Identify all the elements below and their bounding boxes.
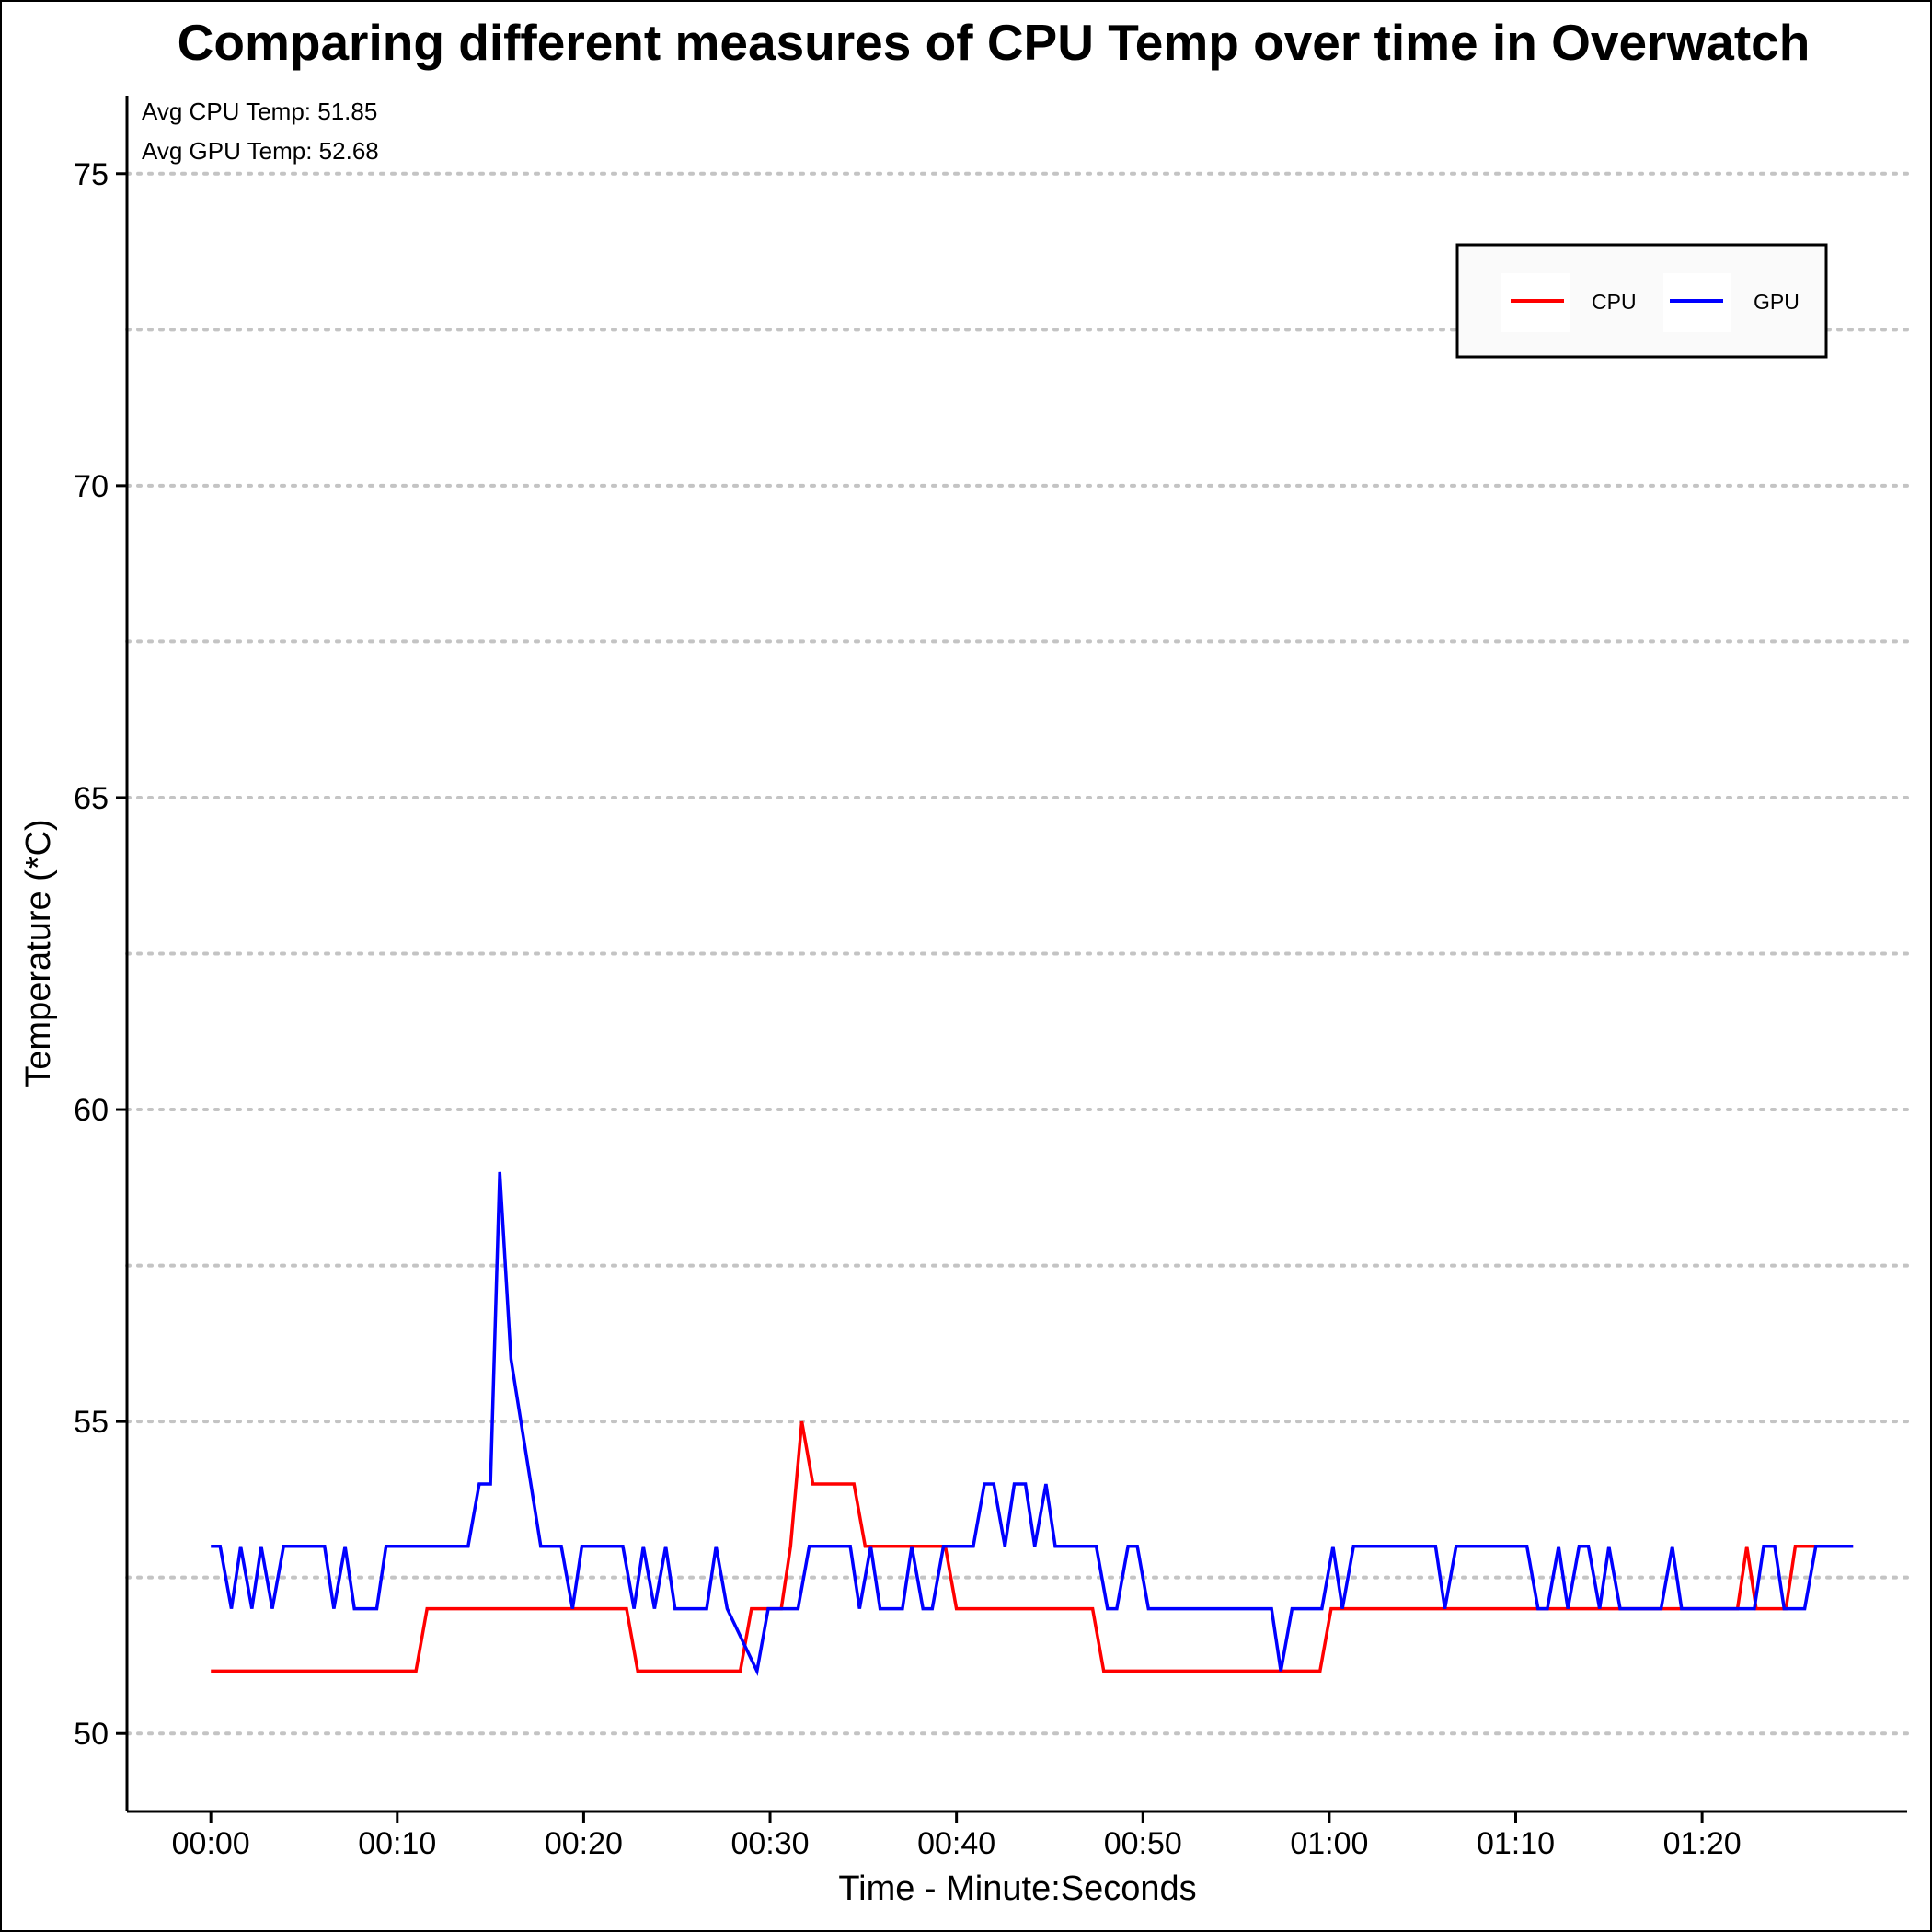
y-tick-label: 70 [74, 469, 109, 504]
x-tick-label: 00:00 [172, 1826, 250, 1861]
chart-title: Comparing different measures of CPU Temp… [178, 14, 1811, 71]
y-tick-label: 75 [74, 157, 109, 192]
y-tick-label: 65 [74, 781, 109, 816]
y-tick-label: 55 [74, 1405, 109, 1440]
series-line-gpu [211, 1171, 1854, 1677]
series-line-cpu [211, 1420, 1854, 1673]
series-lines [211, 1171, 1854, 1677]
y-gridlines [125, 171, 1909, 1736]
x-tick-label: 00:10 [358, 1826, 436, 1861]
avg-gpu-annotation: Avg GPU Temp: 52.68 [142, 137, 379, 165]
x-tick-label: 00:40 [917, 1826, 995, 1861]
avg-cpu-annotation: Avg CPU Temp: 51.85 [142, 98, 377, 125]
y-tick-label: 50 [74, 1717, 109, 1752]
y-axis-label: Temperature (*C) [19, 819, 58, 1087]
y-tick-label: 60 [74, 1093, 109, 1128]
legend: CPU GPU [1455, 243, 1828, 359]
x-axis-label: Time - Minute:Seconds [838, 1869, 1196, 1908]
legend-label-gpu: GPU [1754, 290, 1800, 314]
x-tick-label: 00:30 [730, 1826, 809, 1861]
x-tick-label: 00:20 [545, 1826, 623, 1861]
y-axis-ticks: 50 55 60 65 70 75 [74, 157, 127, 1752]
x-axis-ticks: 00:00 00:10 00:20 00:30 00:40 00:50 01:00 01:10… [172, 1811, 1742, 1861]
x-tick-label: 01:20 [1663, 1826, 1742, 1861]
x-tick-label: 01:10 [1477, 1826, 1555, 1861]
x-tick-label: 00:50 [1104, 1826, 1182, 1861]
legend-label-cpu: CPU [1592, 290, 1637, 314]
x-tick-label: 01:00 [1290, 1826, 1368, 1861]
